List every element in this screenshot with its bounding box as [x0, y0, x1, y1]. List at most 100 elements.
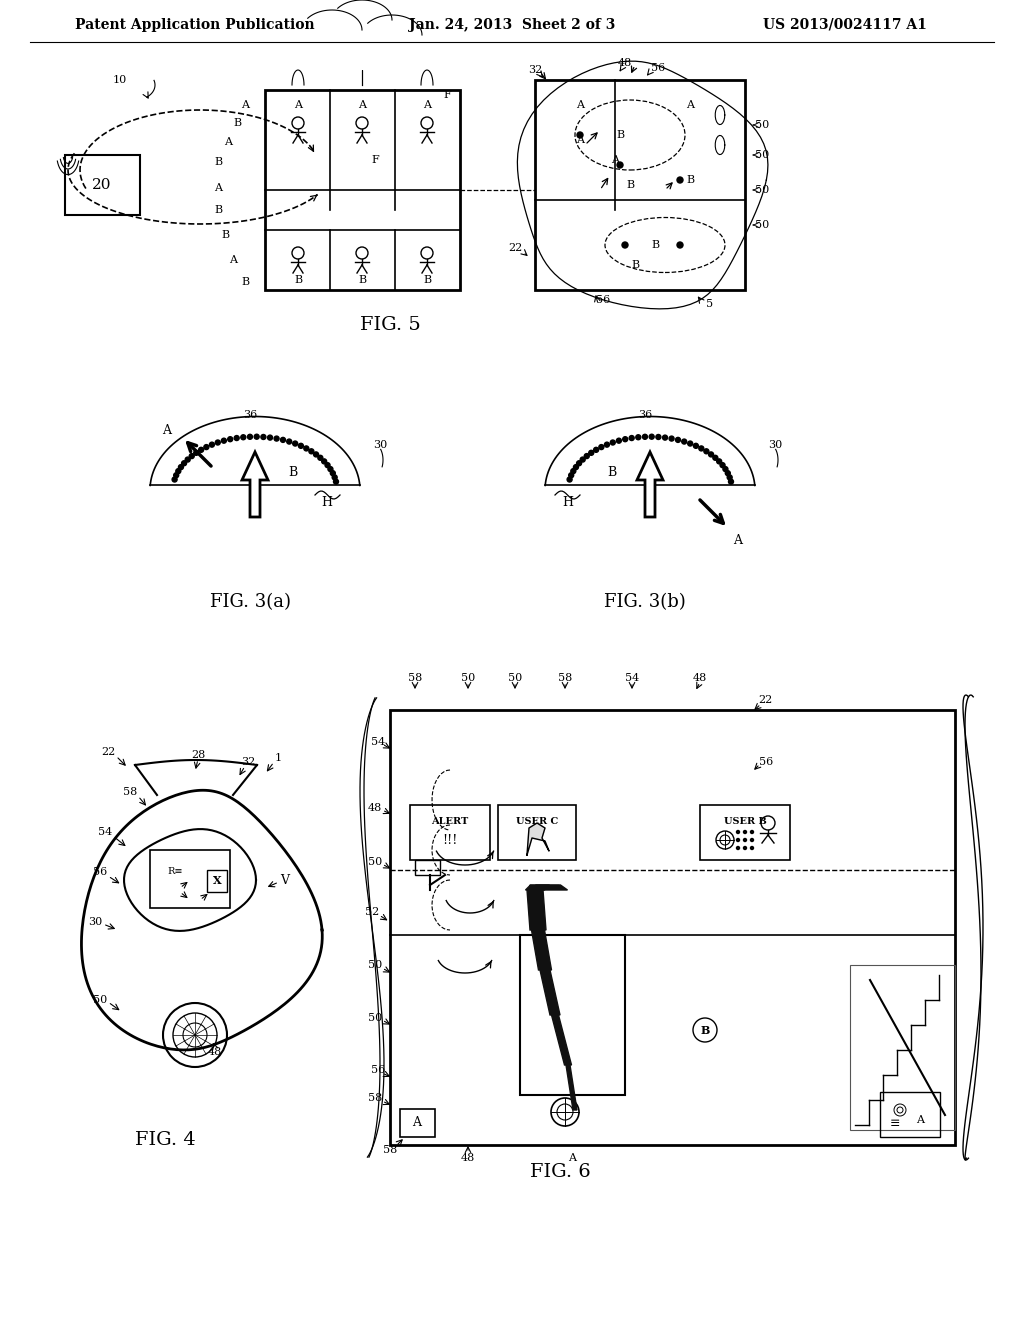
Circle shape [599, 445, 604, 450]
Circle shape [227, 437, 232, 442]
Circle shape [567, 477, 572, 482]
Text: 54: 54 [625, 673, 639, 682]
Circle shape [585, 454, 589, 458]
Text: B: B [241, 277, 249, 286]
Circle shape [189, 454, 195, 458]
Text: ≡: ≡ [890, 1117, 900, 1130]
Text: Patent Application Publication: Patent Application Publication [75, 18, 314, 32]
Text: 30: 30 [768, 440, 782, 450]
Text: X: X [213, 875, 221, 887]
Circle shape [174, 473, 179, 478]
Text: H: H [322, 495, 333, 508]
Circle shape [669, 436, 674, 441]
Circle shape [210, 442, 214, 447]
Text: 58: 58 [383, 1144, 397, 1155]
Text: A: A [224, 137, 232, 147]
Polygon shape [527, 890, 546, 931]
Circle shape [736, 838, 739, 842]
Text: 30: 30 [88, 917, 102, 927]
Text: H: H [562, 495, 573, 508]
Circle shape [234, 436, 240, 441]
Polygon shape [531, 931, 552, 970]
Text: 36: 36 [638, 409, 652, 420]
Text: A: A [568, 1152, 575, 1163]
Bar [207, 870, 227, 892]
Text: 50: 50 [508, 673, 522, 682]
Text: A: A [575, 100, 584, 110]
Text: B: B [616, 129, 624, 140]
Text: 30: 30 [373, 440, 387, 450]
Text: R≡: R≡ [167, 867, 182, 876]
Bar [410, 805, 490, 861]
Text: 22: 22 [101, 747, 115, 756]
Text: 56: 56 [371, 1065, 385, 1074]
Circle shape [172, 477, 177, 482]
Circle shape [334, 479, 339, 484]
Circle shape [194, 450, 199, 455]
Text: 32: 32 [528, 65, 542, 75]
Text: F: F [371, 154, 379, 165]
Bar [265, 90, 460, 290]
Text: 28: 28 [190, 750, 205, 760]
Circle shape [293, 441, 298, 446]
Circle shape [178, 465, 183, 470]
Circle shape [693, 444, 698, 449]
Circle shape [331, 471, 335, 475]
Circle shape [727, 475, 732, 480]
Circle shape [698, 446, 703, 451]
Circle shape [176, 469, 181, 474]
Circle shape [636, 434, 641, 440]
Text: FIG. 3(a): FIG. 3(a) [210, 593, 291, 611]
Text: A: A [611, 154, 618, 165]
Text: A: A [423, 100, 431, 110]
Circle shape [617, 162, 623, 168]
Text: FIG. 5: FIG. 5 [359, 315, 421, 334]
Polygon shape [536, 884, 567, 890]
Text: B: B [358, 275, 366, 285]
Circle shape [568, 473, 573, 478]
Text: Jan. 24, 2013  Sheet 2 of 3: Jan. 24, 2013 Sheet 2 of 3 [409, 18, 615, 32]
Bar [415, 861, 440, 875]
Polygon shape [540, 970, 560, 1015]
Circle shape [743, 838, 746, 842]
Circle shape [623, 437, 628, 442]
Text: 58: 58 [558, 673, 572, 682]
Polygon shape [637, 451, 663, 517]
Circle shape [248, 434, 253, 440]
Text: 50: 50 [368, 960, 382, 970]
Text: 20: 20 [92, 178, 112, 191]
Text: 50: 50 [368, 857, 382, 867]
Circle shape [682, 440, 687, 444]
Circle shape [656, 434, 660, 440]
Bar [150, 850, 230, 908]
Bar [535, 81, 745, 290]
Text: 22: 22 [758, 696, 772, 705]
Polygon shape [525, 884, 550, 890]
Bar [700, 805, 790, 861]
Text: B: B [631, 260, 639, 271]
Circle shape [736, 830, 739, 833]
Text: 48: 48 [368, 803, 382, 813]
Text: 52: 52 [365, 907, 379, 917]
Text: B: B [651, 240, 659, 249]
Text: A: A [358, 100, 366, 110]
Text: 50: 50 [755, 120, 769, 129]
Circle shape [751, 830, 754, 833]
Text: 56: 56 [759, 756, 773, 767]
Text: B: B [214, 205, 222, 215]
Text: A: A [686, 100, 694, 110]
Circle shape [221, 438, 226, 444]
Text: 10: 10 [113, 75, 127, 84]
Text: 50: 50 [93, 995, 108, 1005]
Circle shape [199, 447, 204, 453]
Text: US 2013/0024117 A1: US 2013/0024117 A1 [763, 18, 927, 32]
Text: 48: 48 [461, 1152, 475, 1163]
Text: A: A [575, 135, 584, 145]
Circle shape [743, 830, 746, 833]
Circle shape [267, 436, 272, 440]
Bar [498, 805, 575, 861]
Text: A: A [163, 424, 171, 437]
Circle shape [616, 438, 622, 444]
Circle shape [622, 242, 628, 248]
Polygon shape [242, 451, 268, 517]
